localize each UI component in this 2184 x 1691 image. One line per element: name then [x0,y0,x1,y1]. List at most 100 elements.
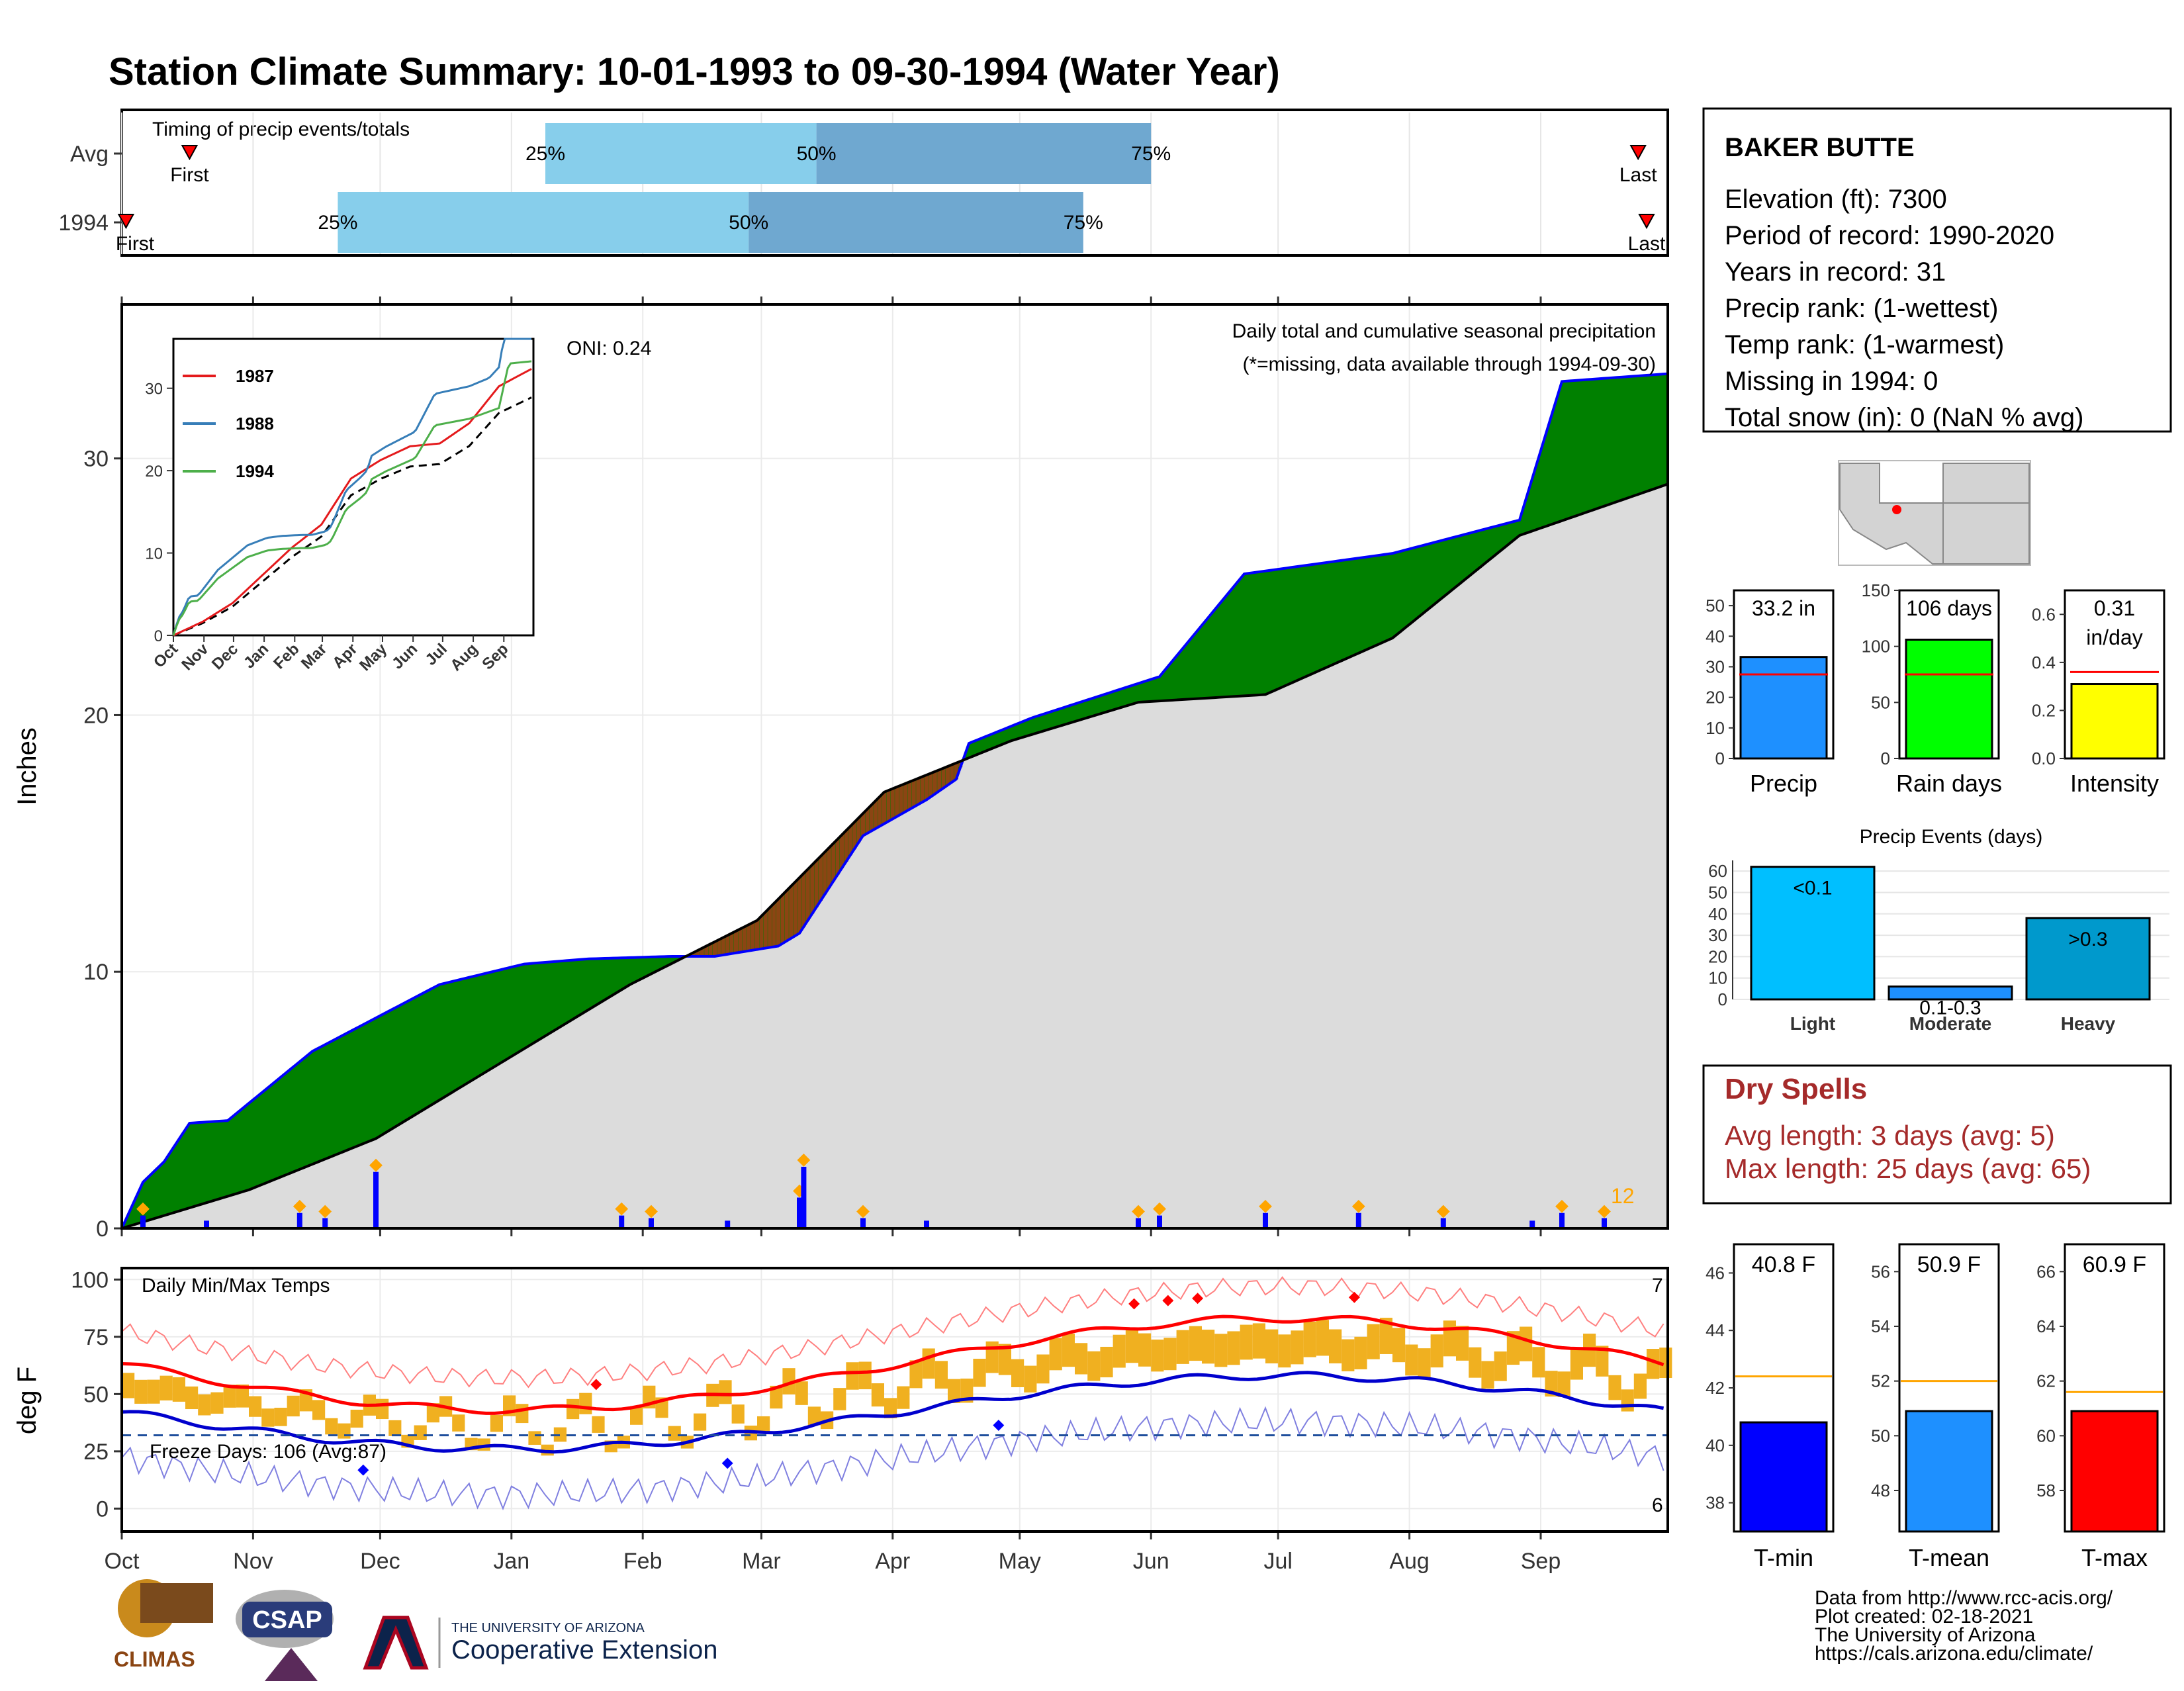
timing-p75: 75% [1064,212,1103,234]
inset-legend-label: 1987 [236,366,274,386]
timing-p50: 50% [729,212,768,234]
temp-ytick-label: 25 [83,1440,109,1465]
temp-ytick-label: 50 [83,1382,109,1407]
daily-temp-range [426,1403,439,1423]
daily-temp-range [1532,1347,1545,1378]
avg-tmin-line [121,1371,1664,1454]
daily-temp-range [553,1427,567,1442]
station-line: Missing in 1994: 0 [1725,367,1938,396]
month-label: Jun [1133,1549,1169,1574]
station-name: BAKER BUTTE [1725,133,1915,162]
summary-ytick-label: 0.2 [2032,700,2056,720]
daily-temp-range [1633,1373,1647,1399]
daily-temp-range [1354,1336,1367,1369]
station-line: Total snow (in): 0 (NaN % avg) [1725,403,2083,432]
month-label: Apr [875,1549,910,1574]
summary-ytick-label: 40 [1706,626,1725,646]
ua-a-icon [363,1616,429,1670]
precip-panel: 0 10 20 30 Daily total and cumulative seaso… [13,297,1669,1242]
heavy-event-marker [1153,1202,1166,1216]
inset-ytick-label: 30 [145,381,163,398]
dry-frame [1702,1064,2172,1205]
daily-precip-bar [204,1220,209,1228]
daily-temp-range [210,1392,224,1414]
daily-temp-range [350,1409,363,1428]
station-frame [1702,107,2172,433]
temp-summary-ytick-label: 66 [2036,1261,2056,1281]
events-ytick-label: 0 [1718,989,1727,1009]
last-event-marker [1629,145,1647,161]
daily-temp-range [1163,1338,1177,1371]
dry-spells-box: Dry Spells Avg length: 3 days (avg: 5) M… [1702,1064,2172,1205]
timing-bar-q2 [338,192,749,253]
climas-text: CLIMAS [114,1647,195,1671]
first-event-marker [181,145,199,161]
daily-temp-range [1113,1334,1126,1368]
daily-temp-range [1430,1334,1443,1368]
summary-value: 106 days [1906,596,1992,620]
summary-ytick-label: 10 [1706,718,1725,738]
summary-ytick-label: 0 [1881,749,1890,768]
daily-temp-range [1481,1361,1494,1389]
timing-row-label: 1994 [58,210,109,236]
daily-temp-range [134,1379,148,1404]
daily-temp-range [1545,1371,1558,1397]
inset-series-line [172,360,532,636]
daily-temp-range [1316,1320,1329,1356]
first-event-label: First [116,233,155,255]
daily-temp-range [236,1384,249,1408]
daily-temp-range [1570,1349,1583,1380]
daily-precip-bar [801,1166,807,1228]
timing-bar-q2 [545,123,817,184]
precip-ytick-label: 10 [83,960,109,985]
footer-line-3: The University of Arizona [1815,1624,2036,1646]
oni-label: ONI: 0.24 [567,338,651,359]
station-line: Elevation (ft): 7300 [1725,185,1947,214]
daily-precip-bar [322,1218,328,1228]
daily-temp-range [833,1388,846,1410]
timing-p50: 50% [797,143,837,165]
dry-title: Dry Spells [1725,1073,1867,1105]
csap-badge [242,1602,332,1637]
daily-temp-range [909,1360,923,1389]
temperature-panel: 0 25 50 75 100 Oct Nov Dec Jan Feb Mar Apr May Jun Jul… [13,1267,1672,1574]
daily-temp-range [795,1381,808,1405]
inset-legend-label: 1994 [236,461,274,481]
daily-temp-range [223,1385,236,1408]
summary-bar-0 [1739,656,1828,760]
daily-precip-bar [619,1215,625,1228]
cumulative-1994-line [120,372,1668,1229]
daily-temp-range [274,1408,287,1426]
station-line: Temp rank: (1-warmest) [1725,330,2004,359]
cumulative-average-line [121,482,1668,1230]
daily-temp-range [1075,1343,1088,1375]
timing-p25: 25% [525,143,565,165]
timing-bar-q3 [816,123,1152,184]
temp-summary-ytick-label: 64 [2036,1316,2056,1336]
daily-precip-bar [1529,1220,1535,1228]
month-label: Dec [360,1549,400,1574]
month-label: Jul [1263,1549,1292,1574]
deficit-area [687,761,963,956]
climas-emblem-block [140,1583,213,1623]
daily-temp-range [1379,1318,1392,1354]
temp-summary-ytick-label: 46 [1706,1263,1725,1283]
temp-summary-ytick-label: 50 [1871,1426,1890,1445]
precip-note: Daily total and cumulative seasonal prec… [1232,320,1656,342]
summary-ytick-label: 30 [1706,657,1725,676]
timing-bar-q3 [749,192,1083,253]
temp-ylabel: deg F [13,1367,42,1434]
daily-temp-range [1227,1331,1240,1365]
station-info-box: BAKER BUTTE Elevation (ft): 7300 Period o… [1702,107,2172,433]
events-bar-label: <0.1 [1793,878,1832,899]
summary-ytick-label: 20 [1706,688,1725,708]
daily-temp-range [719,1380,732,1404]
temp-ytick-label: 75 [83,1325,109,1350]
temp-summary-value: 50.9 F [1917,1252,1981,1277]
summary-value-unit: in/day [2086,625,2142,649]
events-category: Light [1790,1013,1835,1034]
record-high-marker [1128,1298,1140,1310]
summary-label: Intensity [2070,770,2159,797]
daily-temp-range [897,1386,910,1409]
daily-temp-range [1202,1330,1215,1364]
